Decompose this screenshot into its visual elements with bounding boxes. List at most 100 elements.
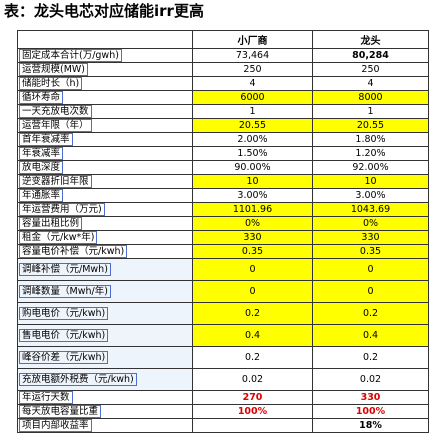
value-cell: 250 xyxy=(312,62,429,77)
value-cell: 92.00% xyxy=(312,160,429,175)
table-row: 年运行天数 270 330 xyxy=(17,390,429,405)
row-label-cell: 租金（元/kw*年) xyxy=(17,230,193,245)
row-label-cell: 首年衰减率 xyxy=(17,132,193,147)
row-label-cell: 售电电价（元/kwh) xyxy=(17,324,193,347)
value-cell: 3.00% xyxy=(312,188,429,203)
row-label-cell: 年运营费用（万元) xyxy=(17,202,193,217)
row-label: 租金（元/kw*年) xyxy=(19,231,98,244)
table-row: 峰谷价差（元/kwh) 0.2 0.2 xyxy=(17,346,429,369)
row-label-cell: 容量电价补偿（元/kwh) xyxy=(17,244,193,259)
table-row: 年通胀率 3.00% 3.00% xyxy=(17,188,429,203)
table-row: 首年衰减率 2.00% 1.80% xyxy=(17,132,429,147)
value-cell: 0.2 xyxy=(192,346,313,369)
title: 表：龙头电芯对应储能irr更高 xyxy=(4,2,204,20)
row-label-cell: 放电深度 xyxy=(17,160,193,175)
row-label: 调峰数量（Mwh/年) xyxy=(19,284,111,298)
value-cell: 10 xyxy=(192,174,313,189)
value-cell: 0.4 xyxy=(312,324,429,347)
value-cell: 20.55 xyxy=(312,118,429,133)
value-cell: 270 xyxy=(192,390,313,405)
table-row: 固定成本合计(万/gwh) 73,464 80,284 xyxy=(17,48,429,63)
table-row: 调峰补偿（元/Mwh) 0 0 xyxy=(17,258,429,281)
value-cell: 2.00% xyxy=(192,132,313,147)
row-label-cell: 容量出租比例 xyxy=(17,216,193,231)
row-label: 充放电额外税费（元/kwh) xyxy=(19,372,137,386)
table-row: 循环寿命 6000 8000 xyxy=(17,90,429,105)
value-cell: 1.80% xyxy=(312,132,429,147)
table-row: 一天充放电次数 1 1 xyxy=(17,104,429,119)
value-cell: 1 xyxy=(312,104,429,119)
value-cell: 0% xyxy=(312,216,429,231)
value-cell: 90.00% xyxy=(192,160,313,175)
value-cell: 73,464 xyxy=(192,48,313,63)
table-row: 放电深度 90.00% 92.00% xyxy=(17,160,429,175)
row-label-cell: 购电电价（元/kwh) xyxy=(17,302,193,325)
row-label-cell: 调峰数量（Mwh/年) xyxy=(17,280,193,303)
row-label: 购电电价（元/kwh) xyxy=(19,306,109,320)
row-label-cell: 固定成本合计(万/gwh) xyxy=(17,48,193,63)
header-cell: 小厂商 xyxy=(192,30,313,49)
row-label: 项目内部收益率 xyxy=(19,419,92,432)
row-label-cell: 一天充放电次数 xyxy=(17,104,193,119)
row-label: 每天放电容量比重 xyxy=(19,405,102,418)
corner-cell xyxy=(17,30,193,49)
row-label-cell: 储能时长（h) xyxy=(17,76,193,91)
row-label: 逆变器折旧年限 xyxy=(19,175,92,188)
table-row: 逆变器折旧年限 10 10 xyxy=(17,174,429,189)
value-cell: 0.02 xyxy=(312,368,429,391)
row-label: 峰谷价差（元/kwh) xyxy=(19,350,109,364)
value-cell: 1 xyxy=(192,104,313,119)
value-cell: 0.4 xyxy=(192,324,313,347)
row-label: 循环寿命 xyxy=(19,91,64,104)
value-cell: 1101.96 xyxy=(192,202,313,217)
table-row: 售电电价（元/kwh) 0.4 0.4 xyxy=(17,324,429,347)
row-label-cell: 运营规模(MW) xyxy=(17,62,193,77)
row-label: 容量电价补偿（元/kwh) xyxy=(19,245,128,258)
row-label-cell: 逆变器折旧年限 xyxy=(17,174,193,189)
row-label: 一天充放电次数 xyxy=(19,105,92,118)
value-cell: 0 xyxy=(312,280,429,303)
value-cell: 250 xyxy=(192,62,313,77)
value-cell: 0.02 xyxy=(192,368,313,391)
value-cell: 0 xyxy=(192,280,313,303)
row-label-cell: 项目内部收益率 xyxy=(17,418,193,433)
table-row: 储能时长（h) 4 4 xyxy=(17,76,429,91)
value-cell: 0 xyxy=(192,258,313,281)
row-label: 年运营费用（万元) xyxy=(19,203,105,216)
table-row: 容量电价补偿（元/kwh) 0.35 0.35 xyxy=(17,244,429,259)
table: 小厂商 龙头 固定成本合计(万/gwh) 73,464 80,284 运营规模(MW)… xyxy=(17,30,429,433)
value-cell: 80,284 xyxy=(312,48,429,63)
value-cell: 100% xyxy=(192,404,313,419)
row-label: 运营规模(MW) xyxy=(19,63,89,76)
table-body: 固定成本合计(万/gwh) 73,464 80,284 运营规模(MW) 250 250 储… xyxy=(17,48,429,433)
value-cell: 0.2 xyxy=(312,302,429,325)
value-cell: 0% xyxy=(192,216,313,231)
row-label-cell: 调峰补偿（元/Mwh) xyxy=(17,258,193,281)
row-label: 固定成本合计(万/gwh) xyxy=(19,49,122,62)
table-row: 运营年限（年） 20.55 20.55 xyxy=(17,118,429,133)
value-cell: 0.35 xyxy=(312,244,429,259)
value-cell: 10 xyxy=(312,174,429,189)
table-row: 项目内部收益率 18% xyxy=(17,418,429,433)
value-cell: 1.50% xyxy=(192,146,313,161)
value-cell: 330 xyxy=(312,230,429,245)
table-row: 充放电额外税费（元/kwh) 0.02 0.02 xyxy=(17,368,429,391)
value-cell: 20.55 xyxy=(192,118,313,133)
row-label: 售电电价（元/kwh) xyxy=(19,328,109,342)
row-label: 年通胀率 xyxy=(19,189,64,202)
table-row: 租金（元/kw*年) 330 330 xyxy=(17,230,429,245)
row-label: 调峰补偿（元/Mwh) xyxy=(19,262,111,276)
row-label-cell: 运营年限（年） xyxy=(17,118,193,133)
row-label-cell: 年运行天数 xyxy=(17,390,193,405)
value-cell: 1.20% xyxy=(312,146,429,161)
table-row: 每天放电容量比重 100% 100% xyxy=(17,404,429,419)
row-label-cell: 峰谷价差（元/kwh) xyxy=(17,346,193,369)
row-label-cell: 充放电额外税费（元/kwh) xyxy=(17,368,193,391)
value-cell: 1043.69 xyxy=(312,202,429,217)
value-cell: 18% xyxy=(312,418,429,433)
table-row: 容量出租比例 0% 0% xyxy=(17,216,429,231)
value-cell: 0.2 xyxy=(312,346,429,369)
value-cell: 0 xyxy=(312,258,429,281)
row-label: 年衰减率 xyxy=(19,147,64,160)
row-label: 运营年限（年） xyxy=(19,119,92,132)
